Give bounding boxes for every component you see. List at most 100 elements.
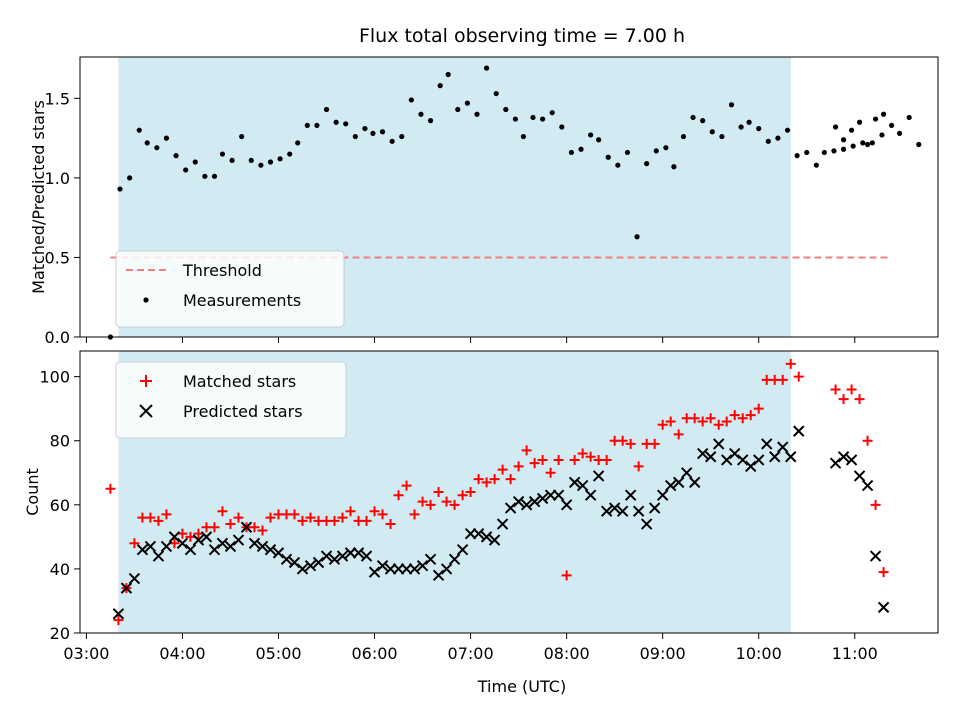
predicted-star-point xyxy=(576,479,589,492)
matched-star-point xyxy=(577,448,588,459)
predicted-star-point xyxy=(264,543,277,556)
predicted-star-point xyxy=(216,537,229,549)
matched-star-point xyxy=(601,454,612,465)
matched-star-point xyxy=(569,454,580,465)
matched-star-point xyxy=(193,528,204,539)
measurement-point xyxy=(872,116,879,122)
measurement-point xyxy=(605,154,611,160)
measurement-point xyxy=(728,102,735,108)
measurement-point xyxy=(559,124,565,130)
predicted-star-point xyxy=(745,460,757,473)
measurement-point xyxy=(719,133,725,140)
chart-title: Flux total observing time = 7.00 h xyxy=(359,25,685,47)
x-tick-label: 06:00 xyxy=(351,644,397,663)
matched-star-point xyxy=(489,474,500,485)
measurement-point xyxy=(144,140,150,146)
predicted-star-point xyxy=(877,601,890,614)
matched-star-point xyxy=(345,506,356,517)
axes-frame xyxy=(79,350,939,634)
measurement-point xyxy=(860,140,866,146)
measurement-point xyxy=(323,106,330,113)
measurement-point xyxy=(906,114,912,121)
measurement-point xyxy=(399,133,405,140)
matched-star-point xyxy=(513,461,524,472)
predicted-star-point xyxy=(829,457,842,469)
predicted-star-point xyxy=(312,556,325,569)
measurement-point xyxy=(304,122,310,129)
measurement-point xyxy=(680,133,687,140)
matched-star-point xyxy=(793,371,804,382)
matched-star-point xyxy=(209,522,220,533)
predicted-star-point xyxy=(456,543,469,556)
x-axis-label: Time (UTC) xyxy=(477,677,566,696)
predicted-star-point xyxy=(845,454,858,466)
measurement-point xyxy=(578,146,584,152)
measurement-point xyxy=(596,137,602,143)
predicted-star-point xyxy=(144,540,157,553)
matched-star-point xyxy=(233,512,244,523)
matched-star-point xyxy=(854,394,865,405)
measurement-point xyxy=(831,148,837,154)
legend-measurement-swatch xyxy=(143,297,149,303)
predicted-star-point xyxy=(304,559,317,572)
x-tick-label: 04:00 xyxy=(159,644,205,663)
y-tick-label: 80 xyxy=(50,432,70,451)
measurement-point xyxy=(663,145,669,151)
predicted-star-point xyxy=(512,495,525,508)
matched-star-point xyxy=(385,519,396,530)
measurement-point xyxy=(239,133,245,140)
measurement-point xyxy=(362,125,368,132)
measurement-point xyxy=(117,186,123,192)
matched-star-point xyxy=(553,454,564,465)
matched-star-point xyxy=(521,445,532,456)
measurement-point xyxy=(520,133,527,140)
measurement-point xyxy=(295,140,301,146)
measurement-point xyxy=(615,162,621,168)
predicted-star-point xyxy=(769,451,781,463)
matched-star-point xyxy=(185,531,196,542)
measurement-point xyxy=(746,119,752,125)
y-tick-label: 1.5 xyxy=(45,89,70,108)
y-axis-label: Matched/Predicted stars xyxy=(29,100,48,294)
predicted-star-point xyxy=(704,451,717,463)
matched-star-point xyxy=(217,506,228,517)
measurement-point xyxy=(765,138,771,144)
matched-star-point xyxy=(561,570,572,581)
measurement-point xyxy=(267,159,274,165)
matched-star-point xyxy=(529,458,540,469)
matched-star-point xyxy=(862,435,873,446)
measurement-point xyxy=(389,138,395,144)
y-tick-label: 20 xyxy=(50,624,70,643)
predicted-star-point xyxy=(168,531,181,543)
predicted-star-point xyxy=(224,540,237,553)
legend-label: Predicted stars xyxy=(183,402,303,421)
measurement-point xyxy=(183,167,189,173)
matched-star-point xyxy=(449,499,460,510)
measurement-point xyxy=(880,111,887,117)
measurement-point xyxy=(821,149,827,156)
measurement-point xyxy=(493,90,499,97)
predicted-star-point xyxy=(328,553,341,566)
measurement-point xyxy=(896,130,903,136)
predicted-star-point xyxy=(336,550,349,562)
legend-box xyxy=(115,361,347,439)
matched-star-point xyxy=(785,358,796,369)
measurement-point xyxy=(775,135,781,141)
measurement-point xyxy=(804,149,810,156)
measurement-point xyxy=(832,124,839,130)
predicted-star-point xyxy=(240,521,253,533)
measurement-point xyxy=(530,114,536,121)
matched-star-point xyxy=(409,509,420,520)
matched-star-point xyxy=(830,384,841,395)
measurement-point xyxy=(333,119,339,125)
y-tick-label: 100 xyxy=(39,368,70,387)
predicted-star-point xyxy=(360,550,373,562)
matched-star-point xyxy=(289,509,300,520)
measurement-point xyxy=(624,149,631,156)
predicted-star-point xyxy=(528,495,541,508)
predicted-star-point xyxy=(600,505,613,517)
predicted-star-point xyxy=(728,447,741,460)
measurement-point xyxy=(700,118,706,124)
predicted-star-point xyxy=(176,537,189,549)
